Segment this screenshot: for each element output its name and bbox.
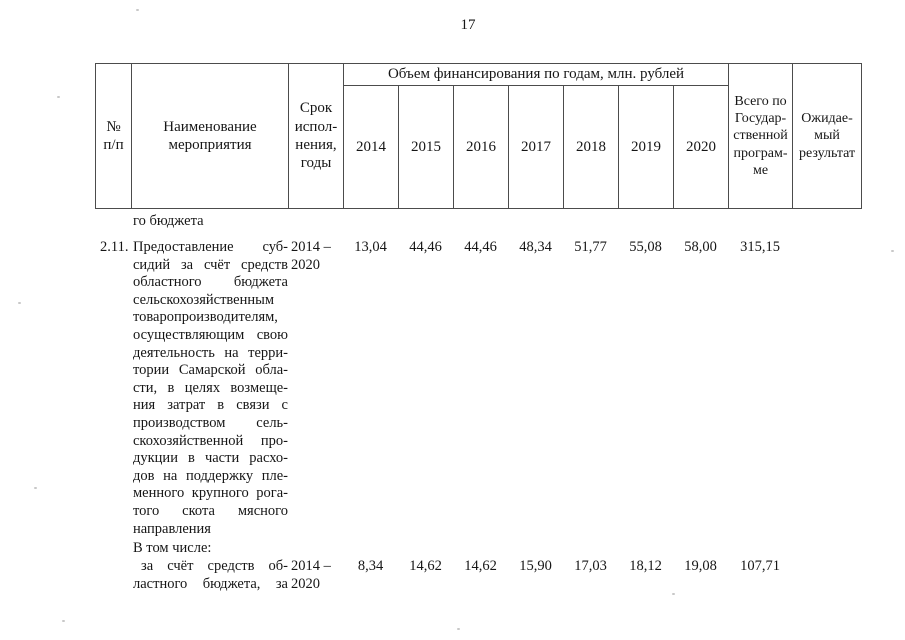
page-number: 17 xyxy=(460,17,476,33)
term-years: 2014 – 2020 xyxy=(291,239,331,273)
scan-speck xyxy=(34,487,37,489)
value-2020: 58,00 xyxy=(684,239,717,255)
value-2018: 51,77 xyxy=(574,239,607,255)
activity-name-line: менного крупного рога- xyxy=(133,485,288,502)
activity-name-line: сельскохозяйственным xyxy=(133,291,275,308)
subrow-value-2014: 8,34 xyxy=(357,558,384,574)
scan-speck xyxy=(18,302,21,304)
carryover-text: го бюджета xyxy=(133,213,204,229)
subrow-values-row: 8,34 14,62 14,62 15,90 17,03 18,12 19,08… xyxy=(343,558,792,576)
financing-table-header: № п/п Наименование мероприятия Срок испо… xyxy=(95,63,863,209)
activity-name-line: осуществляющим свою xyxy=(133,326,288,343)
subrow-value-2015: 14,62 xyxy=(409,558,442,574)
scan-speck xyxy=(57,96,60,98)
subrow-name: за счёт средств об- ластного бюджета, за xyxy=(133,558,288,593)
value-2015: 44,46 xyxy=(409,239,442,255)
value-total: 315,15 xyxy=(740,239,780,255)
scan-speck xyxy=(672,593,675,595)
scan-speck xyxy=(62,620,65,622)
value-2016: 44,46 xyxy=(464,239,497,255)
header-row-span: № п/п Наименование мероприятия Срок испо… xyxy=(95,63,863,209)
activity-name: Предоставление суб- сидий за счёт средст… xyxy=(133,239,288,538)
values-row: 13,04 44,46 44,46 48,34 51,77 55,08 58,0… xyxy=(343,239,792,257)
year-header-2014: 2014 xyxy=(343,85,399,209)
subrow-value-2016: 14,62 xyxy=(464,558,497,574)
year-header-2019: 2019 xyxy=(618,85,674,209)
scan-speck xyxy=(891,250,894,252)
activity-name-line: направления xyxy=(133,520,211,537)
activity-name-line: тории Самарской обла- xyxy=(133,362,288,379)
year-header-2020: 2020 xyxy=(672,85,730,209)
subrow-value-2020: 19,08 xyxy=(684,558,717,574)
value-2017: 48,34 xyxy=(519,239,552,255)
subrow-term-years: 2014 – 2020 xyxy=(291,558,331,592)
scan-speck xyxy=(136,9,139,11)
col-header-financing-span: Объем финансирования по годам, млн. рубл… xyxy=(342,63,730,86)
row-number: 2.11. xyxy=(100,239,129,255)
subrow-value-2019: 18,12 xyxy=(629,558,662,574)
header-row-years: 2014 2015 2016 2017 2018 2019 2020 xyxy=(96,85,862,209)
activity-name-line: производством сель- xyxy=(133,414,288,431)
col-header-num: № п/п xyxy=(95,63,132,209)
col-header-name: Наименование мероприятия xyxy=(131,63,289,209)
year-header-2017: 2017 xyxy=(508,85,564,209)
activity-name-line: областного бюджета xyxy=(133,274,288,291)
activity-name-line: товаропроизводителям, xyxy=(133,309,278,326)
value-2014: 13,04 xyxy=(354,239,387,255)
activity-name-line: ния затрат в связи с xyxy=(133,397,288,414)
activity-name-line: деятельность на терри- xyxy=(133,344,288,361)
activity-name-line: того скота мясного xyxy=(133,502,288,519)
subrow-name-line: ластного бюджета, за xyxy=(133,575,288,592)
col-header-total: Всего по Государ- ственной програм- ме xyxy=(728,63,794,209)
activity-name-line: дукции в части расхо- xyxy=(133,450,288,467)
activity-name-line: сидий за счёт средств xyxy=(133,256,288,273)
year-header-2015: 2015 xyxy=(398,85,454,209)
year-header-2016: 2016 xyxy=(453,85,509,209)
subrow-name-line: за счёт средств об- xyxy=(141,558,288,574)
subrow-value-2017: 15,90 xyxy=(519,558,552,574)
year-header-2018: 2018 xyxy=(563,85,619,209)
including-subheading: В том числе: xyxy=(133,540,212,556)
value-2019: 55,08 xyxy=(629,239,662,255)
col-header-result: Ожидае- мый результат xyxy=(792,63,863,209)
activity-name-line: Предоставление суб- xyxy=(133,239,288,255)
col-header-term: Срок испол- нения, годы xyxy=(288,63,344,209)
activity-name-line: сти, в целях возмеще- xyxy=(133,379,288,396)
activity-name-line: дов на поддержку пле- xyxy=(133,467,288,484)
scan-speck xyxy=(457,628,460,630)
subrow-value-total: 107,71 xyxy=(740,558,780,574)
activity-name-line: скохозяйственной про- xyxy=(133,432,288,449)
subrow-value-2018: 17,03 xyxy=(574,558,607,574)
